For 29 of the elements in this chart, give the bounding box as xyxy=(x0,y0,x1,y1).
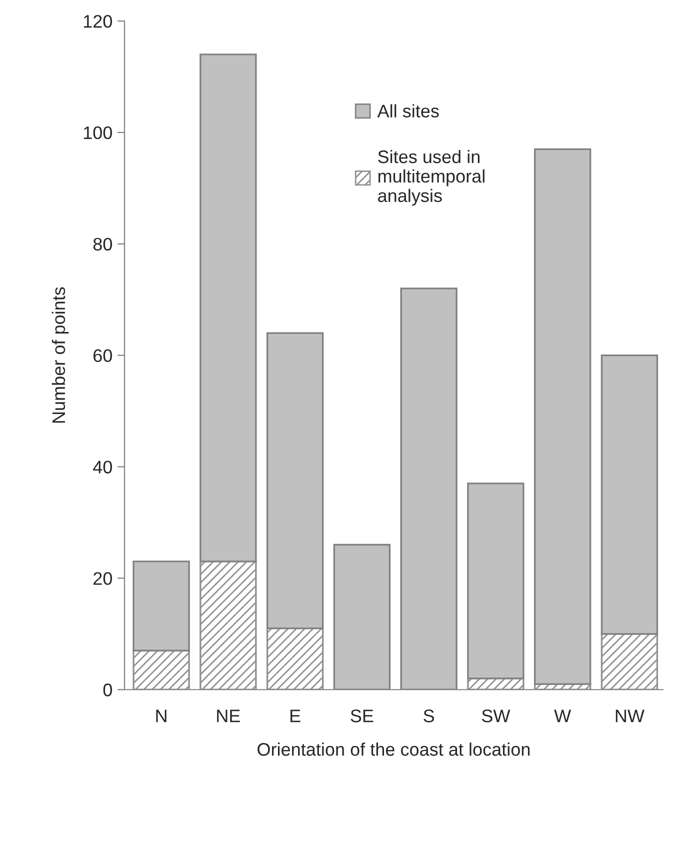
y-tick-label: 60 xyxy=(94,349,112,362)
x-axis-title: Orientation of the coast at location xyxy=(258,742,530,756)
x-tick-label: NW xyxy=(616,710,644,722)
y-tick-label: 20 xyxy=(94,572,112,585)
x-tick-label: S xyxy=(424,710,434,722)
x-tick-label: W xyxy=(554,710,572,722)
legend-label: Sites used in multitemporal analysis xyxy=(378,150,484,206)
x-tick-label: E xyxy=(290,710,300,722)
x-tick-label: SW xyxy=(482,710,510,722)
bar xyxy=(467,482,524,680)
y-tick-label: 100 xyxy=(84,126,112,140)
bar xyxy=(266,332,324,630)
bar xyxy=(132,650,190,690)
bar xyxy=(132,560,190,652)
bar xyxy=(534,148,592,685)
legend-label: All sites xyxy=(377,104,439,118)
y-tick-label: 120 xyxy=(84,14,112,28)
x-tick-label: N xyxy=(156,710,166,722)
y-tick-label: 80 xyxy=(93,238,112,251)
bar xyxy=(600,354,658,635)
y-axis-title: Number of points xyxy=(52,287,69,423)
bar xyxy=(200,560,257,690)
x-tick-label: SE xyxy=(350,710,374,722)
x-tick-label: NE xyxy=(217,710,240,722)
y-tick-label: 40 xyxy=(93,460,112,474)
bar xyxy=(600,633,658,690)
bar xyxy=(266,627,324,690)
y-tick-label: 0 xyxy=(103,684,112,696)
bar xyxy=(200,54,257,562)
